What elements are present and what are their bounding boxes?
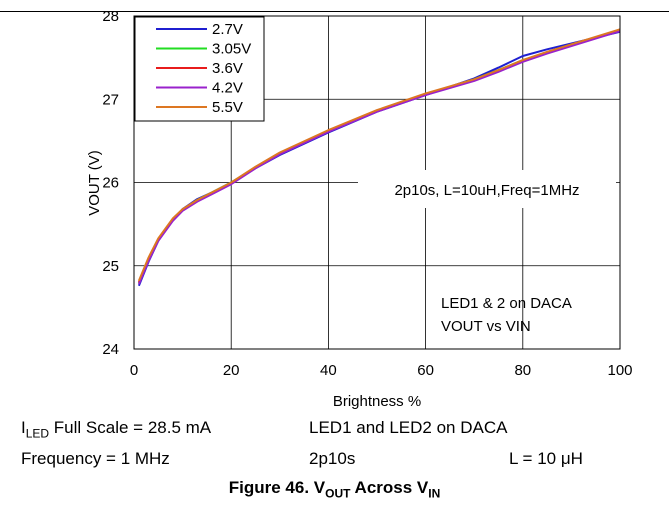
- figure-title: Figure 46. VOUT Across VIN: [0, 478, 669, 500]
- annotation-config: 2p10s, L=10uH,Freq=1MHz: [394, 182, 579, 199]
- legend: 2.7V 3.05V 3.6V 4.2V 5.5V: [134, 16, 265, 122]
- x-tick-label: 40: [320, 362, 337, 379]
- figure-title-sub-out: OUT: [325, 486, 351, 501]
- legend-label-2.7V: 2.7V: [212, 21, 243, 38]
- x-tick-label: 20: [223, 362, 240, 379]
- annotation-box: [358, 170, 616, 208]
- legend-label-3.05V: 3.05V: [212, 41, 251, 58]
- y-tick-label: 24: [102, 341, 119, 358]
- x-tick-label: 60: [417, 362, 434, 379]
- x-tick-label: 80: [514, 362, 531, 379]
- top-rule: [0, 11, 669, 12]
- x-axis-title: Brightness %: [333, 393, 421, 410]
- y-tick-label: 25: [102, 258, 119, 275]
- figure-title-prefix: Figure 46. V: [228, 478, 326, 497]
- legend-label-4.2V: 4.2V: [212, 80, 243, 97]
- y-tick-label: 26: [102, 175, 119, 192]
- line-chart: 0 20 40 60 80 100 24 25 26 27 28 Brightness % VOUT…: [86, 8, 633, 410]
- series-line-5.5V: [137, 28, 621, 282]
- caption-inductance: L = 10 μH: [509, 449, 583, 468]
- figure-title-sub-in: IN: [428, 486, 441, 501]
- legend-label-5.5V: 5.5V: [212, 99, 243, 116]
- caption-iled-rest: Full Scale = 28.5 mA: [49, 418, 212, 437]
- series-line-4.2V: [137, 30, 621, 285]
- x-tick-label: 0: [130, 362, 138, 379]
- y-tick-label: 28: [102, 8, 119, 25]
- y-axis-title: VOUT (V): [86, 150, 103, 216]
- annotation-vout-vs-vin: VOUT vs VIN: [441, 318, 531, 335]
- caption-iled-i: I: [21, 418, 26, 437]
- caption-led-daca: LED1 and LED2 on DACA: [309, 418, 508, 437]
- caption-config: 2p10s: [309, 449, 356, 468]
- caption-iled-sub: LED: [25, 426, 50, 441]
- tick-labels: 0 20 40 60 80 100 24 25 26 27 28: [102, 8, 632, 379]
- caption-frequency: Frequency = 1 MHz: [21, 449, 170, 468]
- plot-frame: [133, 15, 621, 350]
- annotation-daca: LED1 & 2 on DACA: [441, 295, 572, 312]
- legend-label-3.6V: 3.6V: [212, 60, 243, 77]
- caption-iled: ILED Full Scale = 28.5 mA: [21, 418, 211, 440]
- figure-title-middle: Across V: [350, 478, 429, 497]
- series-lines: [137, 28, 621, 287]
- y-tick-label: 27: [102, 91, 119, 108]
- x-tick-label: 100: [607, 362, 632, 379]
